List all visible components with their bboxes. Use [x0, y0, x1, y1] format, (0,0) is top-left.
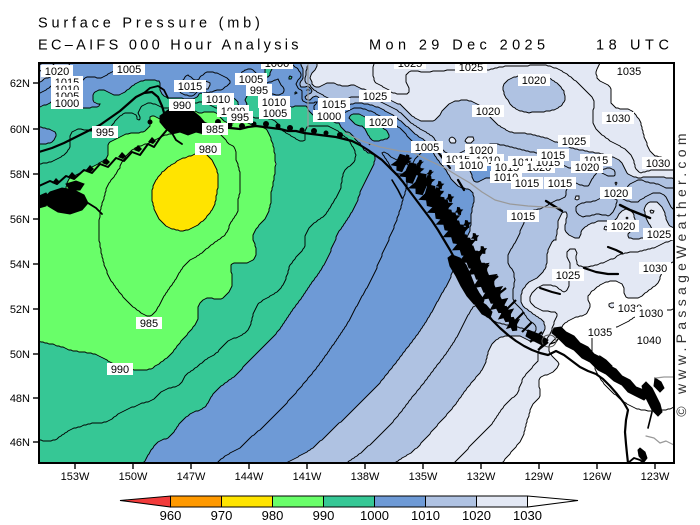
- svg-text:18 UTC: 18 UTC: [596, 38, 674, 54]
- svg-text:56N: 56N: [10, 214, 30, 226]
- svg-text:60N: 60N: [10, 124, 30, 136]
- svg-text:1010: 1010: [262, 97, 286, 109]
- svg-text:1020: 1020: [469, 145, 493, 157]
- svg-text:54N: 54N: [10, 259, 30, 271]
- svg-text:1005: 1005: [239, 74, 263, 86]
- svg-text:1020: 1020: [45, 66, 69, 78]
- svg-text:58N: 58N: [10, 169, 30, 181]
- svg-text:1030: 1030: [513, 508, 542, 523]
- svg-text:123W: 123W: [641, 471, 670, 483]
- svg-text:1015: 1015: [548, 178, 572, 190]
- svg-text:1005: 1005: [117, 64, 141, 76]
- svg-text:1010: 1010: [459, 160, 483, 172]
- svg-text:1040: 1040: [637, 335, 661, 347]
- svg-text:990: 990: [111, 364, 129, 376]
- svg-text:985: 985: [206, 124, 224, 136]
- svg-text:Mon 29 Dec 2025: Mon 29 Dec 2025: [369, 38, 549, 54]
- svg-text:1020: 1020: [462, 508, 491, 523]
- svg-text:126W: 126W: [583, 471, 612, 483]
- svg-text:1020: 1020: [575, 162, 599, 174]
- svg-text:129W: 129W: [525, 471, 554, 483]
- svg-text:1030: 1030: [643, 263, 667, 275]
- svg-text:1020: 1020: [604, 188, 628, 200]
- svg-text:1015: 1015: [541, 150, 565, 162]
- svg-text:1000: 1000: [265, 58, 289, 70]
- svg-text:1035: 1035: [617, 66, 641, 78]
- svg-text:141W: 141W: [293, 471, 322, 483]
- svg-text:1005: 1005: [263, 108, 287, 120]
- svg-text:1030: 1030: [639, 308, 663, 320]
- svg-text:147W: 147W: [177, 471, 206, 483]
- svg-text:1015: 1015: [178, 81, 202, 93]
- svg-text:980: 980: [199, 144, 217, 156]
- svg-text:960: 960: [160, 508, 182, 523]
- svg-text:1025: 1025: [398, 58, 422, 70]
- svg-text:980: 980: [262, 508, 284, 523]
- svg-text:62N: 62N: [10, 78, 30, 90]
- svg-text:1000: 1000: [55, 98, 79, 110]
- svg-text:995: 995: [231, 112, 249, 124]
- svg-text:1010: 1010: [206, 94, 230, 106]
- svg-text:990: 990: [313, 508, 335, 523]
- svg-text:48N: 48N: [10, 393, 30, 405]
- svg-text:132W: 132W: [467, 471, 496, 483]
- svg-text:970: 970: [211, 508, 233, 523]
- svg-text:1030: 1030: [606, 113, 630, 125]
- svg-text:1030: 1030: [646, 158, 670, 170]
- svg-text:990: 990: [173, 100, 191, 112]
- svg-text:46N: 46N: [10, 437, 30, 449]
- svg-text:1020: 1020: [522, 75, 546, 87]
- svg-text:52N: 52N: [10, 304, 30, 316]
- svg-text:1020: 1020: [611, 221, 635, 233]
- svg-text:1015: 1015: [515, 178, 539, 190]
- svg-text:144W: 144W: [235, 471, 264, 483]
- svg-text:1020: 1020: [369, 117, 393, 129]
- svg-text:150W: 150W: [119, 471, 148, 483]
- svg-text:985: 985: [140, 318, 158, 330]
- svg-text:995: 995: [96, 127, 114, 139]
- svg-text:1025: 1025: [562, 136, 586, 148]
- svg-text:1025: 1025: [363, 91, 387, 103]
- svg-text:1000: 1000: [317, 111, 341, 123]
- svg-text:1015: 1015: [511, 211, 535, 223]
- svg-text:1010: 1010: [411, 508, 440, 523]
- svg-text:1025: 1025: [647, 229, 671, 241]
- svg-text:138W: 138W: [351, 471, 380, 483]
- svg-text:1020: 1020: [476, 106, 500, 118]
- svg-text:1005: 1005: [415, 142, 439, 154]
- svg-text:1035: 1035: [588, 327, 612, 339]
- svg-text:EC–AIFS 000 Hour Analysis: EC–AIFS 000 Hour Analysis: [38, 38, 302, 54]
- svg-text:Surface Pressure (mb): Surface Pressure (mb): [38, 16, 264, 32]
- svg-text:1025: 1025: [459, 62, 483, 74]
- svg-text:© www.PassageWeather.com: © www.PassageWeather.com: [673, 129, 689, 417]
- svg-text:50N: 50N: [10, 349, 30, 361]
- svg-text:1000: 1000: [360, 508, 389, 523]
- svg-text:995: 995: [250, 85, 268, 97]
- svg-text:1015: 1015: [322, 99, 346, 111]
- svg-text:1025: 1025: [556, 270, 580, 282]
- svg-text:135W: 135W: [409, 471, 438, 483]
- svg-text:153W: 153W: [61, 471, 90, 483]
